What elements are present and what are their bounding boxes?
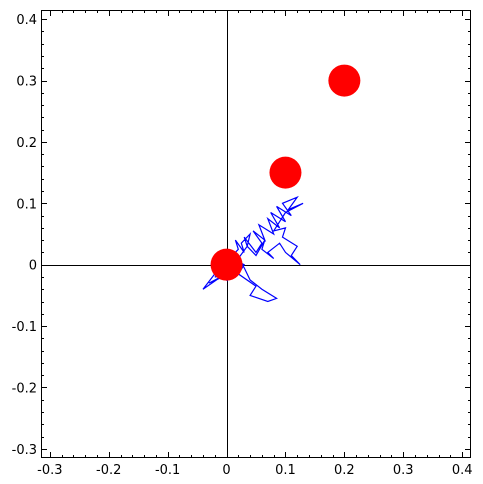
x-tick-label: -0.1 — [155, 463, 180, 478]
random-walk-line — [203, 197, 303, 301]
y-tick-label: -0.3 — [12, 443, 37, 458]
red-point — [211, 249, 243, 281]
y-tick-label: 0.1 — [16, 197, 37, 212]
x-tick-label: 0.3 — [393, 463, 414, 478]
x-tick-label: 0 — [222, 463, 230, 478]
red-point — [269, 157, 301, 189]
red-point — [328, 65, 360, 97]
y-tick-label: -0.1 — [12, 320, 37, 335]
x-tick-label: -0.3 — [37, 463, 62, 478]
x-tick-label: 0.1 — [275, 463, 296, 478]
x-tick-label: -0.2 — [96, 463, 121, 478]
x-tick-label: 0.2 — [334, 463, 355, 478]
y-tick-label: 0.4 — [16, 13, 37, 28]
y-tick-label: 0 — [29, 259, 37, 274]
x-tick-label: 0.4 — [452, 463, 473, 478]
y-tick-label: 0.3 — [16, 75, 37, 90]
y-tick-label: -0.2 — [12, 381, 37, 396]
y-tick-label: 0.2 — [16, 136, 37, 151]
